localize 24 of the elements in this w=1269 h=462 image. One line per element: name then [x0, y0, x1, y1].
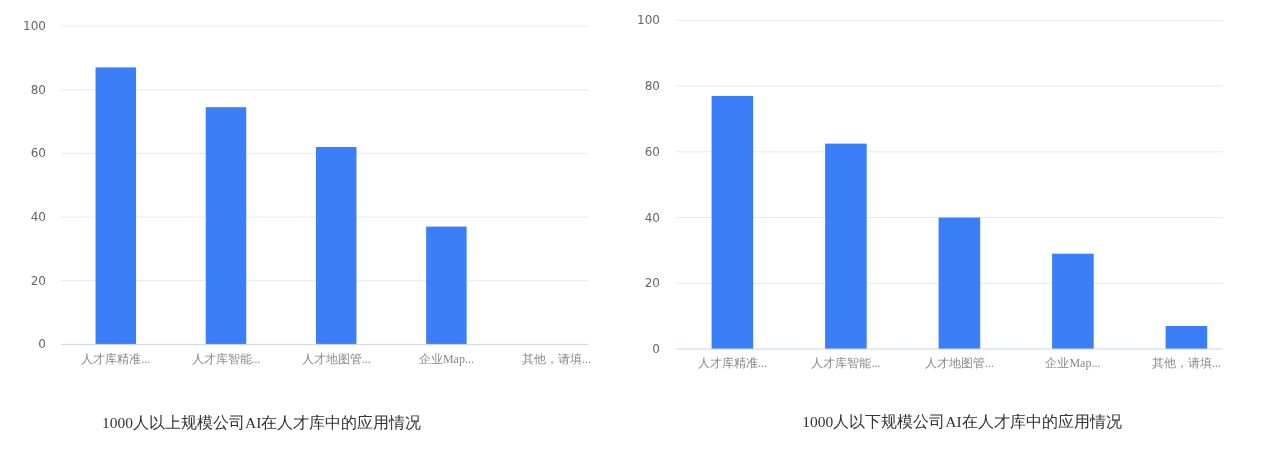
y-tick-label: 60 [30, 146, 46, 161]
y-tick-label: 80 [30, 82, 46, 97]
x-tick-label: 人才地图管... [301, 352, 371, 366]
x-tick-label: 人才库精准... [81, 352, 151, 366]
y-tick-label: 80 [644, 79, 660, 94]
text: 1000人以下规模公司AI在人才库中的应用情况 [802, 412, 1122, 430]
x-tick-label: 其他，请填... [522, 352, 592, 366]
y-tick-label: 0 [38, 337, 46, 352]
y-tick-label: 40 [30, 210, 46, 225]
y-tick-label: 100 [637, 13, 660, 28]
x-tick-label: 企业Map... [1045, 356, 1101, 370]
y-tick-label: 100 [23, 19, 46, 33]
x-tick-label: 人才库智能... [811, 356, 881, 370]
y-tick-label: 0 [652, 342, 660, 356]
text: 1000人以上规模公司AI在人才库中的应用情况 [102, 413, 422, 431]
y-tick-label: 40 [644, 210, 660, 225]
y-tick-label: 20 [644, 276, 660, 291]
x-tick-label: 其他，请填... [1151, 356, 1221, 370]
x-tick-label: 人才地图管... [924, 356, 994, 370]
x-tick-label: 人才库智能... [191, 352, 261, 366]
x-tick-label: 人才库精准... [697, 356, 767, 370]
y-tick-label: 60 [644, 144, 660, 159]
x-tick-label: 企业Map... [418, 352, 474, 366]
y-tick-label: 20 [30, 273, 46, 288]
